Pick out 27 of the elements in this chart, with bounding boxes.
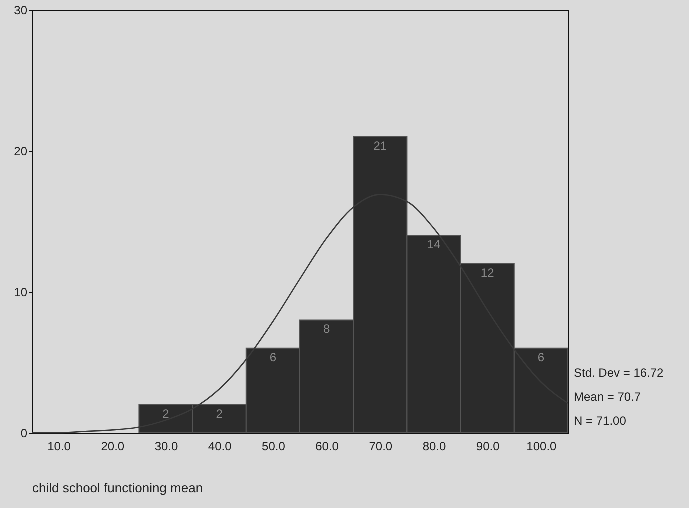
data-label: 6 <box>270 350 277 364</box>
data-label: 2 <box>162 406 170 421</box>
line-series <box>31 194 569 434</box>
data-label: 12 <box>480 266 495 280</box>
data-label: 14 <box>427 238 441 252</box>
text: Std. Dev = 16.72 <box>574 366 664 380</box>
x-tick-label: 100.0 <box>526 440 558 454</box>
data-label: 21 <box>374 138 388 153</box>
y-tick-label: 20 <box>14 144 28 158</box>
x-tick-label: 70.0 <box>369 440 393 454</box>
x-tick-label: 50.0 <box>262 440 286 454</box>
x-tick-label: 80.0 <box>422 440 446 454</box>
x-tick-label: 40.0 <box>208 440 232 454</box>
y-tick-label: 10 <box>14 286 28 300</box>
text: Mean = 70.7 <box>574 390 642 404</box>
x-tick-label: 90.0 <box>476 440 500 454</box>
y-tick-label: 0 <box>20 426 28 440</box>
x-tick-label: 60.0 <box>316 440 340 454</box>
x-tick-label: 20.0 <box>101 440 125 454</box>
x-axis-title: child school functioning mean <box>32 480 204 496</box>
data-label: 6 <box>538 350 545 364</box>
x-tick-label: 10.0 <box>48 440 72 454</box>
data-label: 2 <box>216 406 224 421</box>
y-tick-label: 30 <box>14 4 28 18</box>
data-label: 8 <box>323 322 330 336</box>
x-tick-label: 30.0 <box>154 440 178 454</box>
text: N = 71.00 <box>574 414 627 428</box>
